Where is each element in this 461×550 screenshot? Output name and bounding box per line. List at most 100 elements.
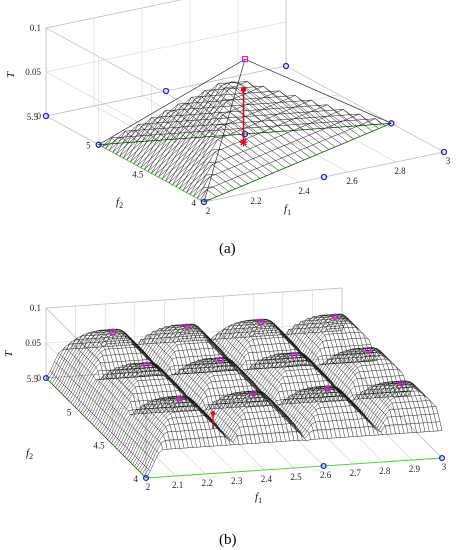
mesh-line [185,324,286,442]
x-tick-label: 2.2 [250,196,261,206]
peak-point [365,346,372,354]
marked-point-base [239,138,248,147]
mesh-line [196,189,217,199]
mesh-line [159,325,261,444]
vertex-point [440,148,448,156]
peak-point [250,390,257,397]
x-tick-label: 2.8 [379,466,391,476]
mesh-line [54,361,155,462]
mesh-line [138,338,240,445]
x-tick-label: 2.6 [320,470,332,480]
panel-b-caption: (b) [219,532,237,548]
mesh-line [316,314,417,433]
mesh-line [248,319,350,438]
mesh-line [299,318,400,434]
mesh-line [182,164,242,191]
y-tick-label: 4.5 [93,441,105,451]
mesh-line [189,176,230,195]
mesh-line [193,109,363,197]
mesh-line [137,109,207,166]
panel-a-points [42,56,448,206]
mesh-line [140,89,317,168]
axis-box-edge [45,357,343,379]
marked-point-surface [210,411,216,416]
grid-line [134,371,236,473]
star-stroke [240,138,247,146]
mesh-line [172,149,261,185]
peak-point [143,361,150,369]
z-tick-label: 0.05 [25,338,41,348]
axis-box-edge [45,65,287,117]
mesh-line [341,317,443,431]
mesh-line [116,130,148,155]
z-tick-label: 0 [37,111,42,121]
mesh-line [186,99,343,193]
mesh-line [227,322,329,439]
x-tick-label: 2.6 [346,176,358,186]
grid-line [164,369,265,471]
x-tick-label: 3 [446,156,451,166]
x-tick-label: 2.3 [231,476,243,486]
grid-line [312,359,413,461]
grid-line [45,21,287,159]
mesh-line [144,99,311,170]
mesh-line [164,324,265,443]
mesh-line [45,377,147,479]
mesh-line [165,136,273,182]
mesh-line [210,336,312,440]
mesh-line [133,81,330,164]
panel-b-chart: 2 2.1 2.2 2.3 2.4 2.5 2.6 2.7 2.8 2.9 3 4 4.5 5 5.50 0.… [3,287,447,548]
panel-a-grid [45,0,445,203]
x-tick-label: 2.9 [409,464,421,474]
mesh-line [117,332,219,446]
x-tick-label: 2.7 [350,468,362,478]
panel-a-z-label: T [5,71,17,78]
y-tick-label: 4.5 [132,169,144,179]
mesh-line [58,352,159,454]
mesh-line [179,90,324,189]
mesh-line [71,337,172,450]
peak-point [331,313,339,321]
panel-a-caption: (a) [219,241,236,257]
panel-b-points [42,313,446,482]
peak-point [291,351,298,359]
mesh-ridge [98,58,246,145]
axis-box-edge [203,151,445,203]
vertex-point [200,198,208,206]
mesh-ridge [244,58,392,124]
mesh-line [244,319,345,438]
mesh-line [158,124,286,178]
mesh-line [100,329,202,448]
panel-a-y-label: f2 [116,196,123,210]
mesh-line [219,327,320,440]
z-tick-label: 0 [37,373,42,383]
y-tick-label: 4 [134,474,139,484]
mesh-line [278,333,379,436]
mesh-line [134,344,235,445]
mesh-line [291,324,392,435]
peak-point [257,318,265,326]
mesh-line [236,319,337,438]
x-tick-label: 2.4 [298,186,310,196]
panel-b-y-label: f2 [26,447,33,461]
panel-a-surface-mesh [98,58,392,203]
z-tick-label: 0.1 [30,303,41,313]
panel-b-x-label: f1 [255,491,262,505]
mesh-line [147,330,248,444]
vertex-point [388,120,395,127]
apex-marker [241,56,249,63]
mesh-line [329,313,430,432]
z-tick-label: 0.05 [25,67,41,77]
mesh-line [179,161,248,189]
grid-line [98,94,339,145]
mesh-line [337,315,438,432]
peak-point [109,328,117,336]
y-tick-label: 4 [192,198,197,208]
mesh-line [151,111,298,174]
mesh-line [83,330,185,449]
panel-a-ticks: 2 2.2 2.4 2.6 2.8 3 4 4.5 5 5.50 0.05 0.1 [25,23,451,216]
mesh-line [79,332,181,449]
mesh-ridge [203,59,246,203]
mesh-line [147,101,305,172]
